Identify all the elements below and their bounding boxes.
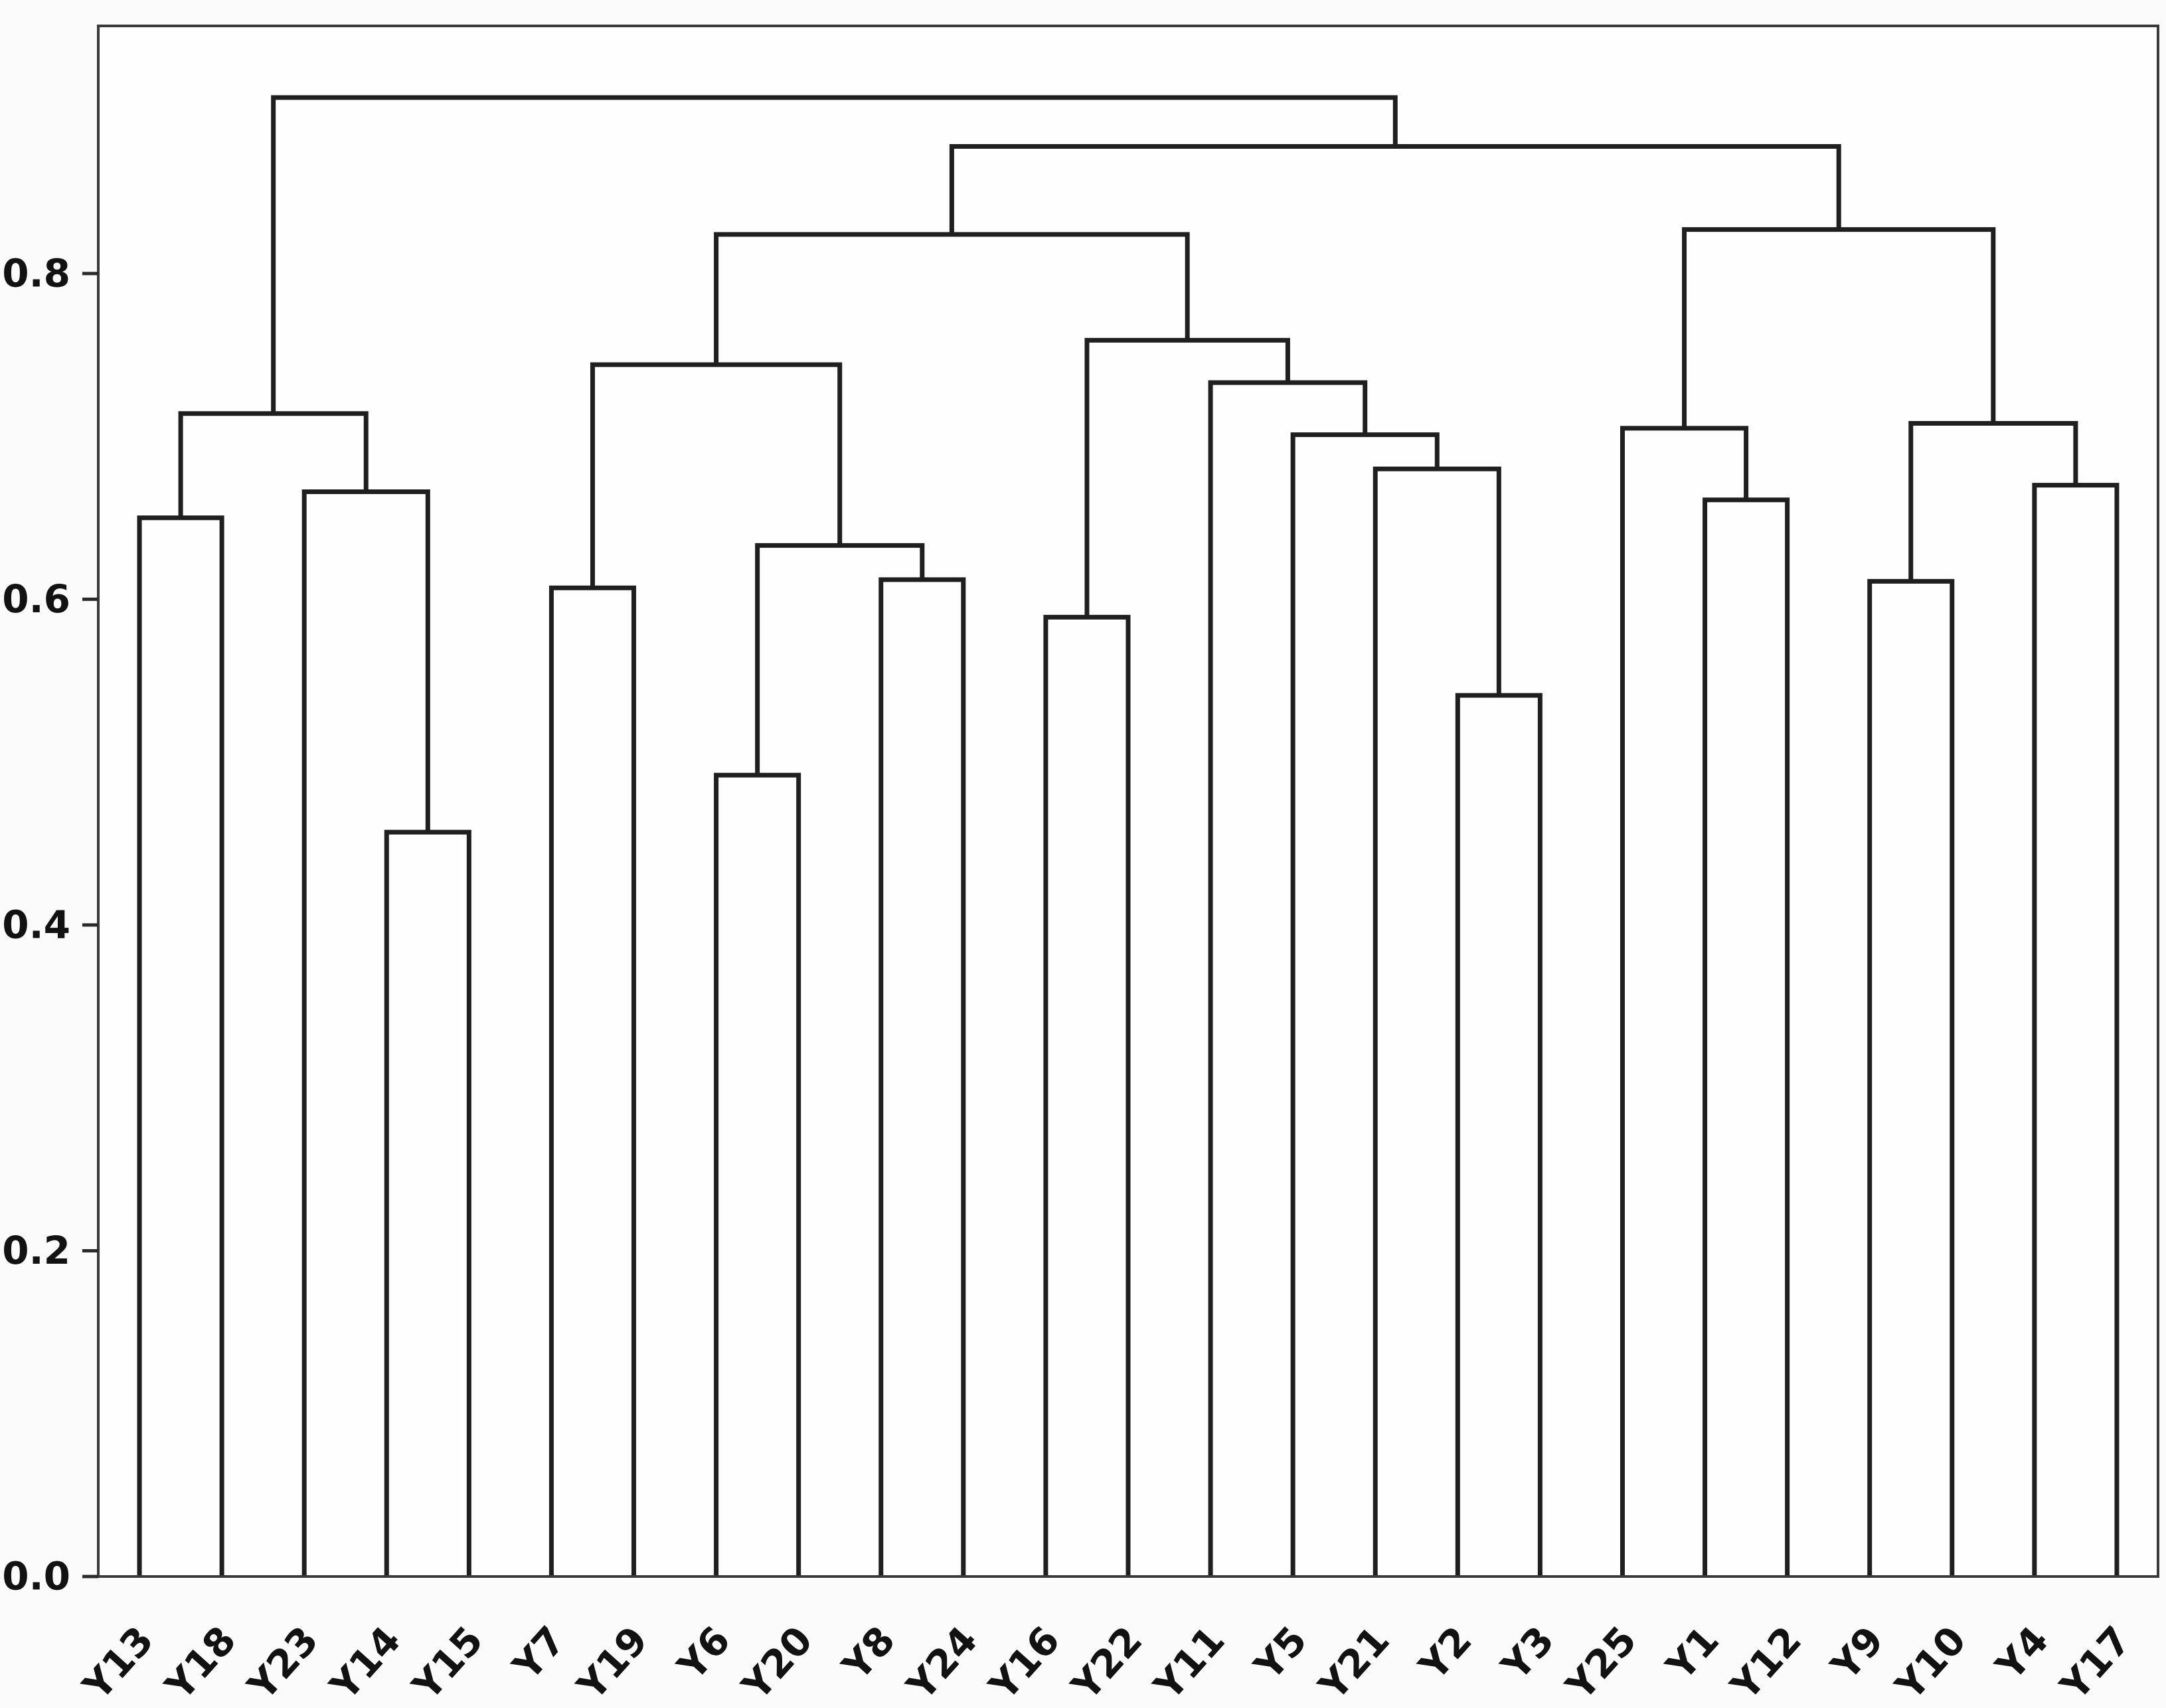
dendrogram-link: [878, 577, 966, 1577]
dendrogram-link: [271, 95, 1398, 414]
y-tick-label: 0.6: [2, 576, 70, 622]
y-tick-label: 0.8: [2, 251, 70, 296]
dendrogram-link: [1703, 497, 1790, 1577]
y-tick-label: 0.4: [2, 902, 70, 948]
dendrogram-link: [714, 232, 1190, 365]
plot-frame: [97, 25, 2159, 1578]
y-tick-label: 0.0: [2, 1554, 70, 1599]
y-tick-label: 0.2: [2, 1228, 70, 1273]
dendrogram-link: [137, 515, 224, 1577]
dendrogram-link: [714, 772, 801, 1577]
dendrogram-link: [1373, 466, 1501, 1577]
dendrogram-link: [1620, 426, 1749, 1577]
